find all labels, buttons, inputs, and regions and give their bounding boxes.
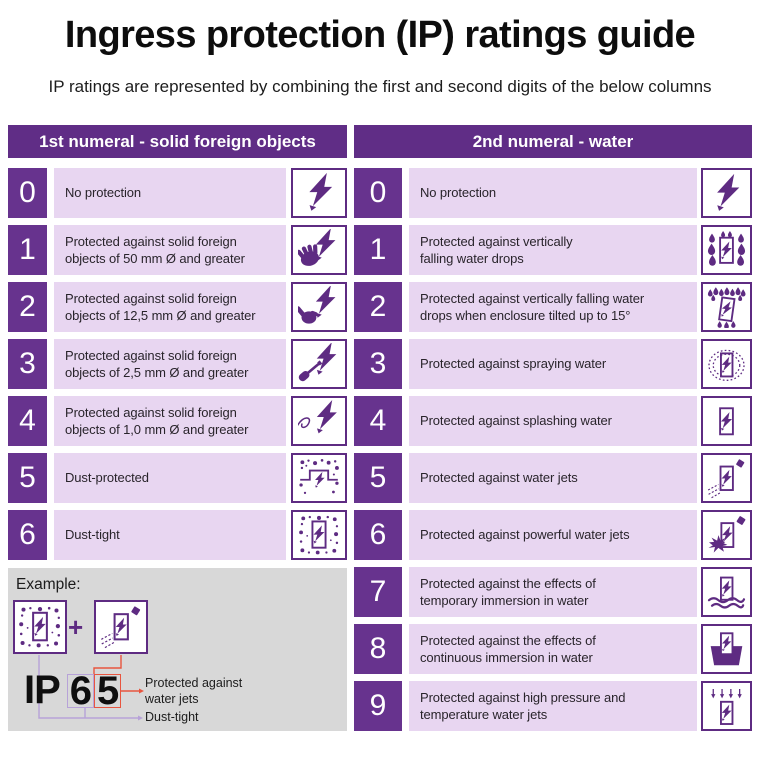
rating-digit: 6: [8, 510, 47, 560]
rating-digit: 3: [354, 339, 402, 389]
rating-description: Protected against high pressure and temp…: [409, 681, 697, 731]
dust-protected-icon: [291, 453, 347, 503]
rating-description: Protected against spraying water: [409, 339, 697, 389]
water-jet-icon: [94, 600, 148, 654]
bolt-icon: [291, 168, 347, 218]
rating-description: Protected against solid foreign objects …: [54, 396, 286, 446]
rating-digit: 9: [354, 681, 402, 731]
example-label: Example:: [16, 576, 81, 593]
rating-row: 4 Protected against splashing water: [354, 396, 752, 446]
rating-digit: 2: [354, 282, 402, 332]
ip-code: IP 6 5: [24, 668, 122, 712]
solid-objects-rows: 0 No protection 1 Protected against solid f…: [8, 168, 347, 560]
rating-row: 1 Protected against solid foreign objects…: [8, 225, 347, 275]
rating-description: Protected against vertically falling wat…: [409, 225, 697, 275]
dust-tight-icon: [13, 600, 67, 654]
rating-row: 3 Protected against spraying water: [354, 339, 752, 389]
rating-row: 6 Protected against powerful water jets: [354, 510, 752, 560]
rating-description: Protected against vertically falling wat…: [409, 282, 697, 332]
rating-digit: 0: [8, 168, 47, 218]
rating-digit: 5: [354, 453, 402, 503]
spraying-water-icon: [701, 339, 752, 389]
rating-digit: 4: [8, 396, 47, 446]
example-panel: Example: + IP 6 5 Protected against wate…: [8, 568, 347, 731]
rating-row: 2 Protected against solid foreign objects…: [8, 282, 347, 332]
powerful-jet-icon: [701, 510, 752, 560]
rating-description: Protected against the effects of continu…: [409, 624, 697, 674]
plus-sign: +: [68, 612, 84, 642]
rating-row: 5 Dust-protected: [8, 453, 347, 503]
water-header: 2nd numeral - water: [354, 125, 752, 158]
rating-row: 5 Protected against water jets: [354, 453, 752, 503]
water-jet-icon: [701, 453, 752, 503]
screwdriver-bolt-icon: [291, 339, 347, 389]
splashing-water-icon: [701, 396, 752, 446]
rating-row: 0 No protection: [8, 168, 347, 218]
rating-row: 1 Protected against vertically falling wa…: [354, 225, 752, 275]
solid-objects-header: 1st numeral - solid foreign objects: [8, 125, 347, 158]
callout-water-jets: Protected against water jets: [145, 676, 243, 706]
rating-row: 4 Protected against solid foreign objects…: [8, 396, 347, 446]
rating-description: Dust-tight: [54, 510, 286, 560]
rating-row: 8 Protected against the effects of contin…: [354, 624, 752, 674]
temporary-immersion-icon: [701, 567, 752, 617]
rating-description: Protected against solid foreign objects …: [54, 225, 286, 275]
rating-description: Protected against splashing water: [409, 396, 697, 446]
water-column: 2nd numeral - water 0 No protection 1 Prote…: [354, 125, 752, 738]
rating-row: 6 Dust-tight: [8, 510, 347, 560]
rating-digit: 1: [8, 225, 47, 275]
page-subtitle: IP ratings are represented by combining …: [48, 77, 712, 96]
rating-row: 2 Protected against vertically falling wa…: [354, 282, 752, 332]
page-title: Ingress protection (IP) ratings guide: [64, 14, 696, 56]
rating-row: 9 Protected against high pressure and tem…: [354, 681, 752, 731]
high-pressure-jet-icon: [701, 681, 752, 731]
rating-description: Protected against solid foreign objects …: [54, 339, 286, 389]
rating-digit: 2: [8, 282, 47, 332]
rating-digit: 5: [8, 453, 47, 503]
rating-digit: 6: [354, 510, 402, 560]
finger-bolt-icon: [291, 282, 347, 332]
tilted-drops-icon: [701, 282, 752, 332]
ip-prefix: IP: [24, 668, 61, 712]
rating-description: No protection: [54, 168, 286, 218]
rating-row: 3 Protected against solid foreign objects…: [8, 339, 347, 389]
rating-digit: 8: [354, 624, 402, 674]
bolt-icon: [701, 168, 752, 218]
rating-digit: 4: [354, 396, 402, 446]
wire-bolt-icon: [291, 396, 347, 446]
callout-dust-tight: Dust-tight: [145, 710, 199, 724]
solid-objects-column: 1st numeral - solid foreign objects 0 No …: [8, 125, 347, 567]
ip-first-digit: 6: [66, 671, 95, 711]
rating-digit: 7: [354, 567, 402, 617]
rating-digit: 0: [354, 168, 402, 218]
continuous-immersion-icon: [701, 624, 752, 674]
rating-row: 7 Protected against the effects of tempor…: [354, 567, 752, 617]
hand-bolt-icon: [291, 225, 347, 275]
water-rows: 0 No protection 1 Protected against vertica…: [354, 168, 752, 731]
rating-description: No protection: [409, 168, 697, 218]
rating-description: Protected against the effects of tempora…: [409, 567, 697, 617]
rating-description: Protected against solid foreign objects …: [54, 282, 286, 332]
rating-description: Protected against powerful water jets: [409, 510, 697, 560]
rating-description: Protected against water jets: [409, 453, 697, 503]
rating-digit: 1: [354, 225, 402, 275]
rating-row: 0 No protection: [354, 168, 752, 218]
dust-tight-icon: [291, 510, 347, 560]
falling-drops-icon: [701, 225, 752, 275]
rating-digit: 3: [8, 339, 47, 389]
ip-second-digit: 5: [94, 671, 122, 711]
rating-description: Dust-protected: [54, 453, 286, 503]
